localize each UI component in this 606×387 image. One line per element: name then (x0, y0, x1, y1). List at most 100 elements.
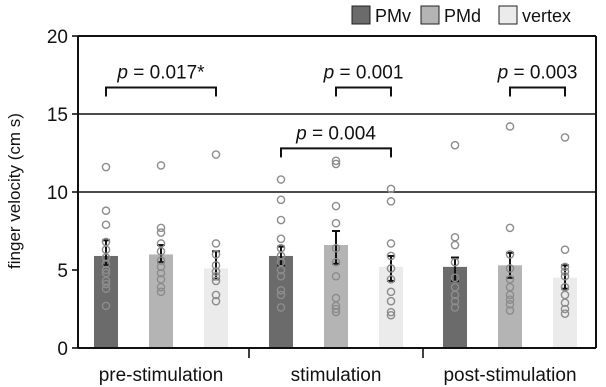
data-point (331, 307, 341, 317)
data-point (386, 239, 396, 248)
data-point (211, 250, 221, 259)
data-point (276, 251, 286, 261)
data-point (331, 218, 341, 228)
p-value-label: p = 0.017* (116, 62, 205, 83)
x-tick-label: post-stimulation (443, 365, 576, 386)
annotations: p = 0.017* p = 0.001 p = 0.003 p = 0.004 (105, 62, 578, 158)
bars (94, 245, 577, 348)
p-value-label: p = 0.004 (295, 123, 376, 144)
data-point (505, 223, 515, 233)
data-point (276, 265, 286, 275)
significance-annotation: p = 0.003 (497, 62, 578, 97)
data-point (331, 156, 341, 166)
p-value-label: p = 0.001 (323, 62, 404, 83)
data-point (211, 296, 221, 306)
data-point (331, 257, 341, 267)
significance-bracket (335, 86, 392, 97)
data-point (101, 220, 111, 230)
data-point (560, 267, 570, 276)
y-tick-label: 0 (57, 339, 68, 360)
data-point (386, 264, 396, 273)
data-point (276, 215, 286, 225)
legend-label: vertex (522, 6, 571, 26)
data-point (331, 159, 341, 169)
significance-bracket (105, 86, 217, 97)
data-point (211, 150, 221, 159)
data-point (560, 262, 570, 272)
bar-pmd-1 (149, 254, 173, 348)
y-axis-label: finger velocity (cm s) (5, 113, 24, 269)
legend-swatch (420, 5, 440, 25)
data-point (276, 195, 286, 205)
data-point (450, 240, 460, 250)
data-point (505, 300, 515, 309)
legend-swatch (351, 5, 371, 25)
data-point (276, 175, 286, 184)
data-point (450, 296, 460, 306)
bar-vertex-1 (204, 268, 228, 348)
data-point (560, 304, 570, 314)
data-point (276, 303, 286, 312)
data-point (450, 273, 460, 283)
significance-bracket (280, 147, 392, 158)
data-point (156, 262, 166, 272)
data-point (211, 239, 221, 248)
data-point (386, 275, 396, 284)
y-tick-label: 5 (57, 261, 68, 282)
y-tick-label: 20 (47, 27, 68, 48)
data-point (450, 140, 460, 150)
significance-bracket (509, 86, 566, 97)
data-point (276, 290, 286, 300)
data-point (331, 304, 341, 314)
axes: 0 5 10 15 20 pre-stimulation stimulation post-s… (47, 27, 597, 386)
data-point (101, 265, 111, 275)
data-point (505, 250, 515, 259)
data-point (331, 201, 341, 211)
data-point (331, 271, 341, 281)
gridlines (78, 113, 596, 193)
bar-pmv-2 (269, 255, 293, 348)
legend-label: PMv (375, 6, 411, 26)
data-point (505, 290, 515, 300)
data-point (156, 268, 166, 278)
data-point (505, 122, 515, 131)
data-point (386, 310, 396, 320)
significance-annotation: p = 0.017* (105, 62, 217, 97)
data-point (276, 285, 286, 295)
data-point (450, 303, 460, 312)
data-point (156, 287, 166, 297)
data-point (450, 290, 460, 300)
data-point (331, 243, 341, 253)
data-point (386, 307, 396, 317)
data-point (450, 257, 460, 267)
p-value-label: p = 0.003 (497, 62, 578, 83)
legend-label: PMd (444, 6, 481, 26)
legend: PMv PMd vertex (351, 5, 571, 26)
data-point (211, 267, 221, 276)
data-point (386, 296, 396, 306)
data-point (560, 245, 570, 255)
data-point (331, 301, 341, 311)
data-point (386, 184, 396, 194)
data-point (101, 259, 111, 269)
data-point (211, 271, 221, 281)
data-point (101, 162, 111, 172)
data-point (386, 287, 396, 297)
y-tick-label: 15 (47, 105, 68, 126)
y-tick-label: 10 (47, 183, 68, 204)
data-point (101, 253, 111, 262)
significance-annotation: p = 0.001 (323, 62, 404, 97)
data-point (211, 261, 221, 270)
data-point (560, 298, 570, 308)
data-point (101, 284, 111, 294)
legend-item-pmd: PMd (420, 5, 481, 26)
data-point (156, 228, 166, 237)
data-point (276, 234, 286, 244)
data-point (101, 279, 111, 289)
data-point (560, 309, 570, 318)
data-point (156, 161, 166, 170)
x-tick-label: pre-stimulation (99, 365, 224, 386)
data-point (211, 290, 221, 300)
data-point (156, 256, 166, 265)
